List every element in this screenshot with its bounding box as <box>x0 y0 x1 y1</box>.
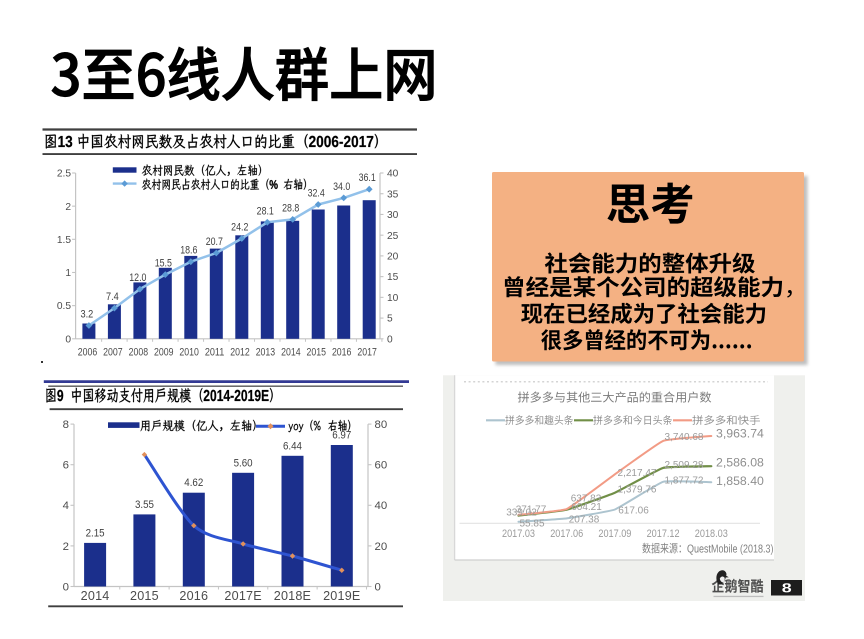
svg-text:0: 0 <box>387 334 393 345</box>
svg-text:3.55: 3.55 <box>135 499 154 511</box>
svg-text:80: 80 <box>375 419 388 431</box>
svg-text:1.5: 1.5 <box>57 235 71 246</box>
svg-text:1,858.40: 1,858.40 <box>716 474 764 488</box>
svg-text:2012: 2012 <box>230 346 250 358</box>
svg-text:207.38: 207.38 <box>569 515 600 526</box>
svg-text:60: 60 <box>375 460 388 472</box>
svg-text:2017.03: 2017.03 <box>502 528 535 540</box>
svg-text:1,877.72: 1,877.72 <box>665 476 704 487</box>
svg-text:2,217.47: 2,217.47 <box>618 468 657 479</box>
svg-text:7.4: 7.4 <box>106 291 119 303</box>
svg-text:2018E: 2018E <box>274 589 311 603</box>
svg-text:0.5: 0.5 <box>57 301 71 312</box>
svg-text:2017.12: 2017.12 <box>647 528 680 540</box>
svg-text:40: 40 <box>387 169 399 180</box>
svg-text:2: 2 <box>65 202 71 213</box>
svg-text:24.2: 24.2 <box>231 221 248 233</box>
svg-text:2014: 2014 <box>81 589 110 603</box>
svg-text:15.5: 15.5 <box>155 258 172 270</box>
svg-text:25: 25 <box>387 231 399 242</box>
svg-text:2015: 2015 <box>307 346 327 358</box>
svg-text:2017.06: 2017.06 <box>550 528 583 540</box>
svg-text:2.15: 2.15 <box>86 527 105 539</box>
svg-text:40: 40 <box>375 500 388 512</box>
svg-text:339.02: 339.02 <box>506 508 537 519</box>
svg-text:2013: 2013 <box>256 346 276 358</box>
svg-text:20.7: 20.7 <box>206 236 223 248</box>
svg-text:12.0: 12.0 <box>129 272 146 284</box>
svg-text:0: 0 <box>63 581 69 593</box>
svg-text:2009: 2009 <box>154 346 174 358</box>
svg-text:2008: 2008 <box>129 346 149 358</box>
svg-text:2006: 2006 <box>78 346 98 358</box>
svg-text:2.5: 2.5 <box>57 169 71 180</box>
svg-text:35: 35 <box>387 189 399 200</box>
svg-text:2,586.08: 2,586.08 <box>716 456 764 470</box>
svg-text:5.60: 5.60 <box>234 457 253 469</box>
svg-text:371.77: 371.77 <box>516 505 547 516</box>
svg-text:2017E: 2017E <box>224 589 261 603</box>
svg-text:2019E: 2019E <box>323 589 360 603</box>
svg-text:2015: 2015 <box>130 589 159 603</box>
svg-text:617.06: 617.06 <box>618 506 649 517</box>
svg-text:2014: 2014 <box>281 346 301 358</box>
svg-text:30: 30 <box>387 210 399 221</box>
svg-text:4.62: 4.62 <box>184 477 203 489</box>
svg-text:28.1: 28.1 <box>257 205 274 217</box>
svg-text:2010: 2010 <box>179 346 199 358</box>
svg-text:55.85: 55.85 <box>519 519 544 530</box>
svg-text:2016: 2016 <box>332 346 352 358</box>
svg-text:36.1: 36.1 <box>359 172 376 184</box>
svg-text:20: 20 <box>375 541 388 553</box>
svg-text:2017: 2017 <box>357 346 377 358</box>
svg-text:6.97: 6.97 <box>332 430 351 442</box>
svg-text:3,740.68: 3,740.68 <box>665 432 704 443</box>
svg-text:4: 4 <box>63 500 69 512</box>
svg-text:0: 0 <box>375 581 381 593</box>
svg-text:6.44: 6.44 <box>283 440 302 452</box>
svg-text:5: 5 <box>387 314 393 325</box>
svg-text:20: 20 <box>387 252 399 263</box>
svg-text:2007: 2007 <box>103 346 123 358</box>
svg-text:3,963.74: 3,963.74 <box>716 427 764 441</box>
svg-text:0: 0 <box>65 334 71 345</box>
svg-text:2,509.28: 2,509.28 <box>665 460 704 471</box>
svg-text:8: 8 <box>63 419 69 431</box>
svg-text:2011: 2011 <box>205 346 225 358</box>
svg-text:6: 6 <box>63 460 69 472</box>
svg-text:28.8: 28.8 <box>282 202 299 214</box>
svg-text:2017.09: 2017.09 <box>598 528 631 540</box>
svg-text:1,379.76: 1,379.76 <box>618 485 657 496</box>
svg-text:32.4: 32.4 <box>308 188 325 200</box>
svg-text:1: 1 <box>65 268 71 279</box>
svg-text:604.21: 604.21 <box>571 502 602 513</box>
svg-text:15: 15 <box>387 272 399 283</box>
svg-text:10: 10 <box>387 293 399 304</box>
svg-text:3.2: 3.2 <box>81 309 94 321</box>
svg-text:2016: 2016 <box>179 589 208 603</box>
svg-text:34.0: 34.0 <box>333 181 350 193</box>
svg-text:637.83: 637.83 <box>571 494 602 505</box>
svg-text:2018.03: 2018.03 <box>695 528 728 540</box>
svg-text:2: 2 <box>63 541 69 553</box>
svg-text:18.6: 18.6 <box>180 245 197 257</box>
